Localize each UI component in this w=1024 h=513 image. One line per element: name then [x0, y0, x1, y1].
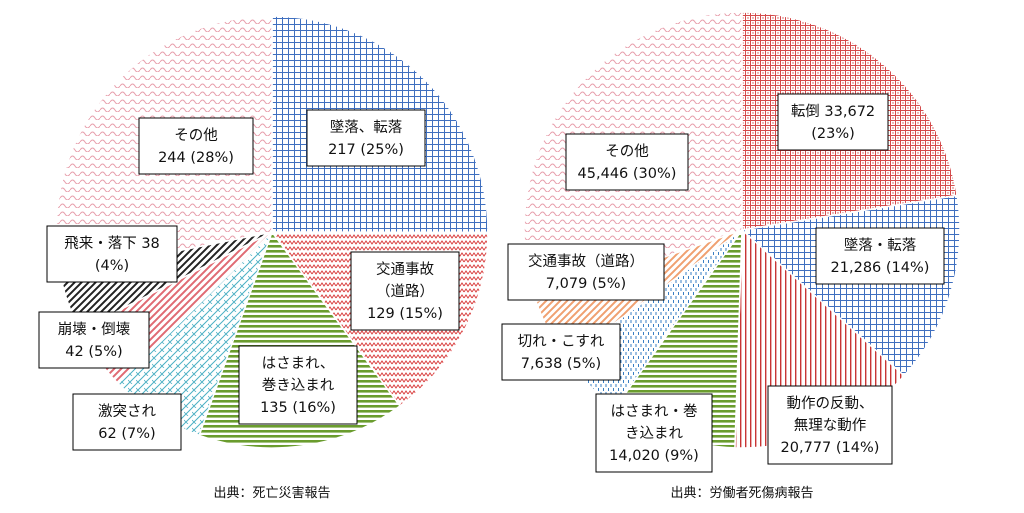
- slice-label-box: [46, 225, 178, 283]
- slice-label-text: 45,446 (30%): [578, 166, 677, 182]
- slice-label-text: 切れ・こすれ: [518, 333, 605, 350]
- slice-label-box: [507, 243, 665, 301]
- slice-label: 墜落、転落 217 (25%): [306, 109, 426, 167]
- slice-label-text: 動作の反動、: [787, 395, 874, 412]
- slice-label-text: 7,638 (5%): [521, 356, 601, 372]
- slice-label-text: 42 (5%): [65, 344, 122, 360]
- slice-label-text: 転倒 33,672: [791, 103, 875, 120]
- slice-label-box: [565, 133, 689, 191]
- slice-label: 転倒 33,672 (23%): [777, 93, 889, 151]
- slice-label-box: [138, 117, 254, 175]
- source-note: 出典：死亡災害報告: [213, 485, 330, 501]
- slice-label-text: その他: [605, 143, 649, 160]
- slice-label-text: き込まれ: [625, 425, 683, 442]
- slice-label: 動作の反動、無理な動作 20,777 (14%): [767, 385, 893, 465]
- slice-label-text: （道路）: [376, 283, 434, 300]
- slice-label-box: [815, 227, 945, 285]
- slice-label-box: [72, 393, 182, 451]
- slice-label-text: 巻き込まれ: [262, 377, 335, 394]
- slice-label-box: [238, 345, 358, 425]
- slice-label-text: 墜落・転落: [844, 237, 917, 254]
- slice-label-text: 129 (15%): [367, 306, 443, 322]
- slice-label-text: 墜落、転落: [330, 119, 403, 136]
- slice-label-text: 62 (7%): [98, 426, 155, 442]
- slice-label: 切れ・こすれ 7,638 (5%): [501, 323, 621, 381]
- slice-label-text: 交通事故: [376, 260, 434, 278]
- slice-label: はさまれ・巻き込まれ 14,020 (9%): [595, 393, 713, 473]
- slice-label-text: 激突され: [98, 403, 156, 420]
- slice-label-text: 21,286 (14%): [831, 260, 930, 276]
- slice-label-text: 飛来・落下 38: [64, 235, 160, 252]
- slice-label-text: 135 (16%): [260, 400, 336, 416]
- slice-label-box: [306, 109, 426, 167]
- slice-label-box: [38, 311, 150, 369]
- slice-label-text: 崩壊・倒壊: [58, 321, 131, 338]
- slice-label-text: 7,079 (5%): [546, 276, 626, 292]
- slice-label: 激突され 62 (7%): [72, 393, 182, 451]
- slice-label: その他 45,446 (30%): [565, 133, 689, 191]
- slice-label-text: 244 (28%): [158, 150, 234, 166]
- slice-label: 飛来・落下 38 (4%): [46, 225, 178, 283]
- source-note: 出典：労働者死傷病報告: [670, 486, 813, 501]
- slice-label-text: その他: [174, 127, 218, 144]
- slice-label: 墜落・転落 21,286 (14%): [815, 227, 945, 285]
- slice-label-box: [777, 93, 889, 151]
- slice-label-text: はさまれ、: [262, 355, 335, 372]
- slice-label-box: [595, 393, 713, 473]
- slice-label: 崩壊・倒壊 42 (5%): [38, 311, 150, 369]
- slice-label-text: はさまれ・巻: [611, 403, 698, 420]
- slice-label-text: 217 (25%): [328, 142, 404, 158]
- slice-label-box: [501, 323, 621, 381]
- slice-label: はさまれ、巻き込まれ 135 (16%): [238, 345, 358, 425]
- slice-label-text: 14,020 (9%): [609, 448, 699, 464]
- slice-label-text: 交通事故（道路）: [528, 252, 644, 270]
- slice-label-text: (23%): [811, 126, 855, 142]
- pie-chart-death-disasters: 墜落、転落 217 (25%) 交通事故 （道路） 129 (15%) はさまれ、巻き込ま…: [38, 15, 489, 501]
- slice-label-box: [350, 251, 460, 331]
- slice-label-text: 無理な動作: [794, 417, 867, 434]
- slice-label: 交通事故 （道路） 129 (15%): [350, 251, 460, 331]
- slice-label: その他 244 (28%): [138, 117, 254, 175]
- slice-label: 交通事故（道路） 7,079 (5%): [507, 243, 665, 301]
- slice-label-text: 20,777 (14%): [781, 440, 880, 456]
- pie-chart-worker-injuries: 転倒 33,672 (23%) 墜落・転落 21,286 (14%) 動作の反動、無理な…: [501, 11, 961, 501]
- slice-label-text: (4%): [95, 258, 129, 274]
- slice-label-box: [767, 385, 893, 465]
